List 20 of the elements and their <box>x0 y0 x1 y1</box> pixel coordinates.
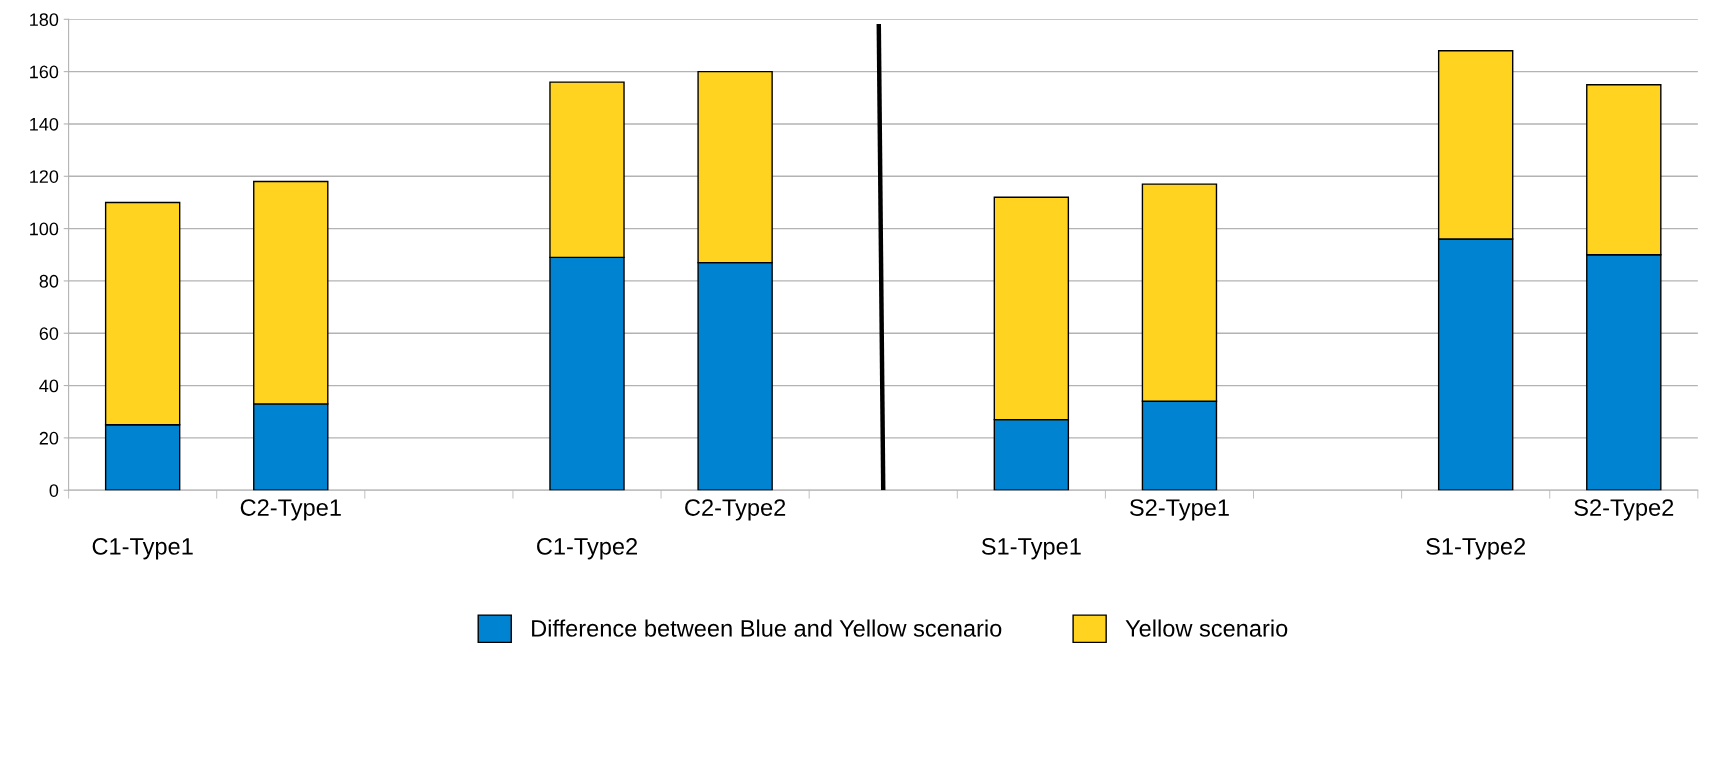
y-tick-label: 140 <box>30 117 59 131</box>
legend-label: Yellow scenario <box>1125 619 1288 637</box>
x-tick-label: C1-Type1 <box>92 538 193 560</box>
y-tick-label: 80 <box>39 274 59 288</box>
y-tick-label: 0 <box>49 484 59 497</box>
x-tick-label: S2-Type1 <box>1130 499 1229 521</box>
x-tick-label: S2-Type2 <box>1574 499 1674 521</box>
x-tick-label: S1-Type2 <box>1426 538 1526 560</box>
y-tick-label: 40 <box>39 379 59 393</box>
x-tick-label: C1-Type2 <box>537 538 637 560</box>
y-tick-label: 160 <box>30 65 59 79</box>
y-tick-label: 180 <box>30 13 59 27</box>
y-tick-label: 100 <box>30 222 59 236</box>
y-tick-label: 120 <box>30 170 59 183</box>
x-tick-label: S1-Type1 <box>981 538 1081 560</box>
x-tick-label: C2-Type1 <box>240 499 341 521</box>
y-tick-label: 20 <box>39 431 59 445</box>
legend-label: Difference between Blue and Yellow scenario <box>532 619 1002 637</box>
x-tick-label: C2-Type2 <box>685 499 786 521</box>
y-tick-label: 60 <box>39 327 59 340</box>
